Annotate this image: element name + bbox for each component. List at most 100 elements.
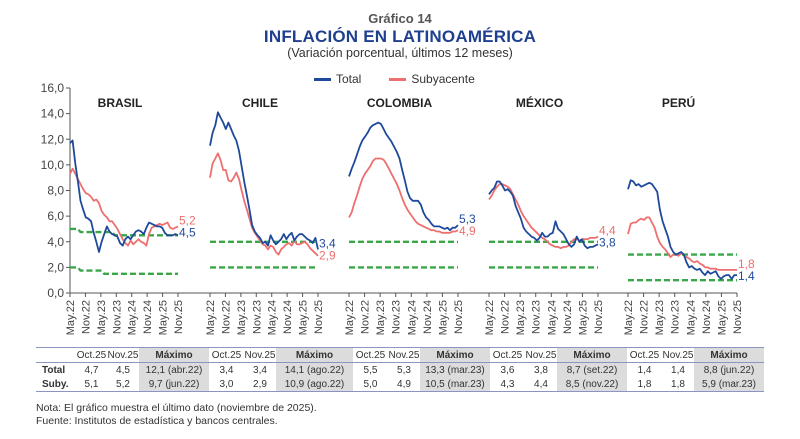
- target-line-brasil: [70, 266, 178, 275]
- x-tick-label: Nov.23: [251, 300, 263, 334]
- x-tick-label: May.24: [406, 300, 418, 335]
- max-cell: 5,9 (mar.23): [694, 377, 764, 392]
- x-tick-label: Nov.23: [111, 300, 123, 334]
- x-tick-label: May.25: [298, 300, 310, 335]
- legend: Total Subyacente: [314, 72, 475, 86]
- note-text: Nota: El gráfico muestra el último dato …: [36, 402, 317, 414]
- col-header-2: Máximo: [276, 347, 353, 363]
- x-tick-label: May.23: [375, 300, 387, 335]
- value-cell: 5,5: [363, 364, 378, 376]
- max-cell: 10,5 (mar.23): [420, 377, 490, 392]
- x-tick-label: May.24: [685, 300, 697, 335]
- table-corner: [36, 347, 76, 363]
- series-core-colombia: [348, 157, 459, 234]
- y-tick-label: 0,0: [47, 286, 64, 300]
- table-header-row: Oct.25 Nov.25 Máximo Oct.25 Nov.25 Máximo Oct.…: [36, 347, 764, 363]
- value-cell: 3,4: [253, 364, 267, 376]
- end-label-core-peru: 1,8: [738, 257, 755, 271]
- max-cell: 10,9 (ago.22): [276, 377, 353, 392]
- series-total-peru: [627, 179, 737, 280]
- x-tick-label: May.23: [236, 300, 248, 335]
- x-tick-label: May.22: [623, 300, 635, 335]
- x-tick-label: Nov.23: [391, 300, 403, 334]
- end-label-core-brasil: 5,2: [179, 213, 196, 227]
- x-tick-label: May.22: [344, 300, 356, 335]
- col-header-1: Nov.25: [244, 347, 276, 363]
- x-tick-label: May.25: [158, 300, 170, 335]
- x-tick-label: Nov.24: [562, 300, 574, 334]
- series-total-mexico: [488, 180, 599, 250]
- legend-item-core: Subyacente: [389, 72, 475, 86]
- x-tick-label: Nov.23: [531, 300, 543, 334]
- end-label-total-colombia: 5,3: [459, 212, 476, 226]
- value-cell: 4,4: [525, 377, 557, 392]
- col-header-2: Máximo: [139, 347, 209, 363]
- value-cell: 5,2: [107, 377, 139, 392]
- panel-title-chile: CHILE: [242, 96, 278, 110]
- series-core-peru: [627, 216, 737, 271]
- target-line-brasil: [70, 227, 178, 237]
- legend-swatch-core: [389, 77, 407, 81]
- col-header-1: Nov.25: [525, 347, 557, 363]
- value-cell: 1,8: [662, 377, 694, 392]
- value-cell: 3,4: [219, 364, 234, 376]
- x-tick-label: May.25: [437, 300, 449, 335]
- end-label-total-peru: 1,4: [738, 269, 755, 283]
- x-tick-label: Nov.25: [173, 300, 185, 334]
- x-tick-label: May.22: [205, 300, 217, 335]
- col-header-2: Máximo: [557, 347, 627, 363]
- value-cell: 5,3: [397, 364, 411, 376]
- col-header-1: Nov.25: [107, 347, 139, 363]
- x-tick-label: Nov.24: [422, 300, 434, 334]
- max-cell: 9,7 (jun.22): [139, 377, 209, 392]
- panel-title-colombia: COLOMBIA: [367, 96, 433, 110]
- x-tick-label: Nov.22: [80, 300, 92, 334]
- x-tick-label: Nov.25: [453, 300, 465, 334]
- end-label-total-chile: 3,4: [319, 236, 336, 250]
- legend-swatch-total: [314, 77, 331, 81]
- x-tick-label: May.23: [515, 300, 527, 335]
- max-cell: 14,1 (ago.22): [276, 362, 353, 377]
- legend-label-core: Subyacente: [411, 72, 475, 86]
- col-header-2: Máximo: [694, 347, 764, 363]
- col-header-0: Oct.25: [353, 347, 388, 363]
- legend-label-total: Total: [336, 72, 362, 86]
- legend-item-total: Total: [314, 72, 361, 86]
- value-cell: 1,4: [671, 364, 685, 376]
- y-tick-label: 6,0: [47, 209, 64, 223]
- x-tick-label: May.23: [654, 300, 666, 335]
- max-cell: 8,7 (set.22): [557, 362, 627, 377]
- value-cell: 4,3: [490, 377, 525, 392]
- value-cell: 5,1: [76, 377, 107, 392]
- end-label-total-brasil: 4,5: [179, 225, 196, 239]
- y-tick-label: 14,0: [41, 107, 65, 121]
- col-header-0: Oct.25: [209, 347, 244, 363]
- max-cell: 8,5 (nov.22): [557, 377, 627, 392]
- x-tick-label: May.22: [65, 300, 77, 335]
- value-cell: 4,9: [388, 377, 420, 392]
- end-label-core-colombia: 4,9: [459, 224, 476, 238]
- x-tick-label: May.23: [96, 300, 108, 335]
- value-cell: 3,8: [534, 364, 548, 376]
- end-label-core-mexico: 4,4: [599, 224, 616, 238]
- series-core-chile: [209, 152, 319, 257]
- row-label: Total: [42, 364, 66, 376]
- table-row: Total 4,7 4,5 12,1 (abr.22) 3,4 3,4 14,1 (ago.…: [36, 362, 764, 377]
- series-core-brasil: [69, 167, 179, 247]
- value-cell: 1,4: [637, 364, 652, 376]
- panel-title-peru: PERÚ: [662, 95, 695, 110]
- y-tick-label: 16,0: [41, 81, 65, 95]
- value-cell: 4,7: [84, 364, 99, 376]
- value-cell: 3,6: [500, 364, 515, 376]
- end-label-total-mexico: 3,8: [599, 236, 616, 250]
- chart-kicker: Gráfico 14: [368, 11, 432, 26]
- x-tick-label: Nov.23: [670, 300, 682, 334]
- x-tick-label: Nov.25: [593, 300, 605, 334]
- x-tick-label: May.22: [484, 300, 496, 335]
- notes: Nota: El gráfico muestra el último dato …: [36, 402, 317, 428]
- series-total-brasil: [69, 139, 179, 253]
- x-tick-label: Nov.25: [313, 300, 325, 334]
- chart-subtitle: (Variación porcentual, últimos 12 meses): [287, 46, 513, 60]
- x-tick-label: Nov.22: [220, 300, 232, 334]
